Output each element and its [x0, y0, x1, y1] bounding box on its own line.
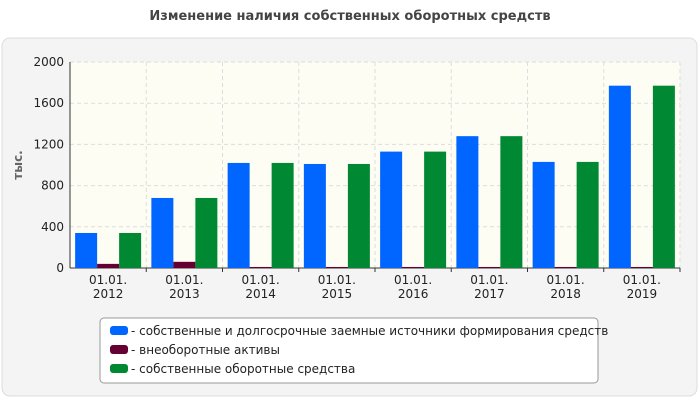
legend-label: - собственные и долгосрочные заемные ист… [131, 324, 608, 338]
y-tick-label: 1200 [33, 137, 64, 151]
bar [608, 85, 631, 268]
y-tick-label: 2000 [33, 55, 64, 69]
y-tick-label: 0 [56, 261, 64, 275]
legend-swatch [110, 326, 128, 335]
bar [500, 136, 523, 268]
y-tick-label: 1600 [33, 96, 64, 110]
bar [424, 151, 447, 268]
x-tick-label: 01.01. 2019 [623, 273, 661, 301]
bar [402, 266, 425, 268]
x-tick-label: 01.01. 2017 [470, 273, 508, 301]
bar [456, 136, 479, 268]
x-tick-label: 01.01. 2018 [547, 273, 585, 301]
bar [554, 266, 577, 268]
bar [75, 232, 98, 268]
bar [532, 161, 555, 268]
chart-title: Изменение наличия собственных оборотных … [149, 9, 550, 24]
legend-label: - внеоборотные активы [131, 343, 280, 357]
bar [325, 266, 348, 268]
bar [380, 151, 403, 268]
bar [630, 266, 653, 268]
bar [271, 162, 294, 268]
x-tick-label: 01.01. 2016 [394, 273, 432, 301]
bar [97, 263, 120, 268]
y-axis-label: тыс. [11, 150, 25, 179]
y-tick-label: 400 [41, 220, 64, 234]
legend-label: - собственные оборотные средства [131, 362, 355, 376]
bar [227, 162, 250, 268]
legend-box [99, 317, 599, 384]
x-tick-label: 01.01. 2013 [165, 273, 203, 301]
x-tick-label: 01.01. 2012 [89, 273, 127, 301]
bar [576, 161, 599, 268]
bar [347, 163, 370, 268]
x-tick-label: 01.01. 2014 [242, 273, 280, 301]
y-tick-label: 800 [41, 179, 64, 193]
bar [173, 261, 196, 268]
bar [151, 197, 174, 268]
bar [478, 266, 501, 268]
bar [119, 232, 142, 268]
bar [652, 85, 675, 268]
bar [303, 163, 326, 268]
bar [195, 197, 218, 268]
legend-swatch [110, 364, 128, 373]
bar [249, 266, 272, 268]
x-tick-label: 01.01. 2015 [318, 273, 356, 301]
legend-swatch [110, 345, 128, 354]
